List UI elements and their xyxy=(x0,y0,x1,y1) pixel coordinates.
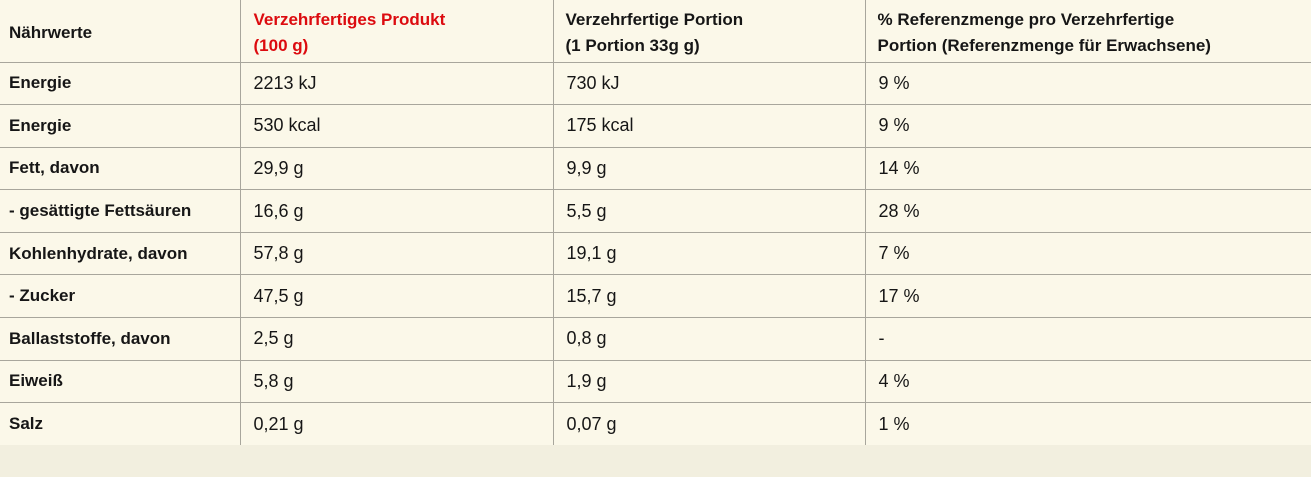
value-ref-percent: 28 % xyxy=(864,189,1311,233)
header-row: Nährwerte Verzehrfertiges Produkt (100 g… xyxy=(0,0,1311,62)
nutrition-table: Nährwerte Verzehrfertiges Produkt (100 g… xyxy=(0,0,1311,446)
value-per-portion: 5,5 g xyxy=(552,189,865,233)
table-row: - Zucker 47,5 g 15,7 g 17 % xyxy=(0,274,1311,318)
table-row: Fett, davon 29,9 g 9,9 g 14 % xyxy=(0,147,1311,190)
header-per-100g-line2: (100 g) xyxy=(253,36,309,56)
header-per-portion: Verzehrfertige Portion (1 Portion 33g g) xyxy=(552,0,865,62)
value-per-100g: 2,5 g xyxy=(239,317,553,361)
row-label: Ballaststoffe, davon xyxy=(0,317,240,361)
value-per-100g: 5,8 g xyxy=(239,360,553,403)
header-per-portion-line2: (1 Portion 33g g) xyxy=(565,36,700,56)
table-body: Energie 2213 kJ 730 kJ 9 % Energie 530 kcal 17… xyxy=(0,62,1311,446)
value-per-100g: 0,21 g xyxy=(239,402,553,446)
value-per-portion: 0,07 g xyxy=(552,402,865,446)
table-row: - gesättigte Fettsäuren 16,6 g 5,5 g 28 % xyxy=(0,189,1311,233)
table-row: Ballaststoffe, davon 2,5 g 0,8 g- xyxy=(0,317,1311,361)
value-per-100g: 16,6 g xyxy=(239,189,553,233)
table-row: Energie 530 kcal 175 kcal 9 % xyxy=(0,104,1311,148)
header-naehrwerte: Nährwerte xyxy=(0,0,240,62)
header-per-100g: Verzehrfertiges Produkt (100 g) xyxy=(239,0,553,62)
value-per-portion: 9,9 g xyxy=(552,147,865,190)
value-ref-percent: 14 % xyxy=(864,147,1311,190)
header-per-100g-line1: Verzehrfertiges Produkt xyxy=(253,10,446,30)
row-label: Energie xyxy=(0,62,240,105)
header-ref-percent-line1: % Referenzmenge pro Verzehrfertige xyxy=(877,10,1175,30)
row-label: - Zucker xyxy=(0,274,240,318)
value-per-100g: 530 kcal xyxy=(239,104,553,148)
header-per-portion-line1: Verzehrfertige Portion xyxy=(565,10,744,30)
value-per-portion: 175 kcal xyxy=(552,104,865,148)
row-label: Kohlenhydrate, davon xyxy=(0,232,240,275)
row-label: Eiweiß xyxy=(0,360,240,403)
row-label: - gesättigte Fettsäuren xyxy=(0,189,240,233)
value-ref-percent: 9 % xyxy=(864,62,1311,105)
table-row: Energie 2213 kJ 730 kJ 9 % xyxy=(0,62,1311,105)
value-per-portion: 15,7 g xyxy=(552,274,865,318)
row-label: Fett, davon xyxy=(0,147,240,190)
value-per-100g: 29,9 g xyxy=(239,147,553,190)
value-per-100g: 2213 kJ xyxy=(239,62,553,105)
header-ref-percent-line2: Portion (Referenzmenge für Erwachsene) xyxy=(877,36,1211,56)
value-ref-percent: 17 % xyxy=(864,274,1311,318)
header-ref-percent: % Referenzmenge pro Verzehrfertige Porti… xyxy=(864,0,1311,62)
value-per-portion: 1,9 g xyxy=(552,360,865,403)
row-label: Energie xyxy=(0,104,240,148)
value-ref-percent: - xyxy=(864,317,1311,361)
row-label: Salz xyxy=(0,402,240,446)
value-per-100g: 57,8 g xyxy=(239,232,553,275)
value-per-portion: 19,1 g xyxy=(552,232,865,275)
value-ref-percent: 4 % xyxy=(864,360,1311,403)
value-per-portion: 730 kJ xyxy=(552,62,865,105)
value-per-portion: 0,8 g xyxy=(552,317,865,361)
value-ref-percent: 1 % xyxy=(864,402,1311,446)
header-naehrwerte-label: Nährwerte xyxy=(9,23,93,43)
value-ref-percent: 9 % xyxy=(864,104,1311,148)
value-ref-percent: 7 % xyxy=(864,232,1311,275)
value-per-100g: 47,5 g xyxy=(239,274,553,318)
